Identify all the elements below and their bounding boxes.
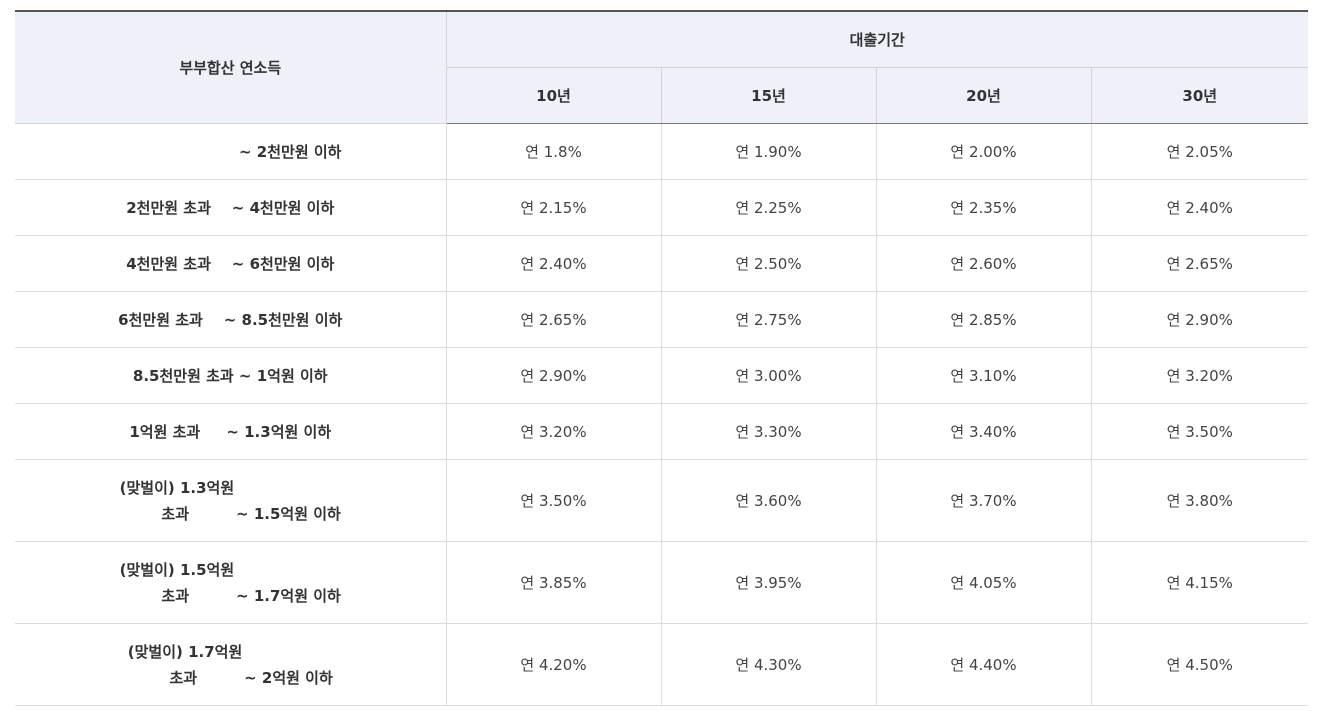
income-range-line: 초과 ~ 2억원 이하: [127, 668, 333, 687]
income-range-line: 초과 ~ 1.5억원 이하: [119, 504, 341, 523]
rate-cell: 연 2.75%: [660, 291, 877, 348]
rate-cell: 연 2.85%: [875, 291, 1092, 348]
table-row: (맞벌이) 1.7억원 초과 ~ 2억원 이하 연 4.20% 연 4.30% …: [15, 623, 1309, 706]
rate-cell: 연 4.50%: [1090, 623, 1309, 706]
income-range-cell: (맞벌이) 1.3억원 초과 ~ 1.5억원 이하: [15, 459, 447, 542]
loan-rate-table: 부부합산 연소득 대출기간 10년 15년 20년 30년 ~ 2천만원 이하 …: [15, 10, 1309, 706]
rate-cell: 연 2.40%: [1090, 179, 1309, 236]
rate-cell: 연 4.05%: [875, 541, 1092, 624]
table-row: (맞벌이) 1.3억원 초과 ~ 1.5억원 이하 연 3.50% 연 3.60…: [15, 459, 1309, 542]
rate-cell: 연 2.15%: [445, 179, 662, 236]
rate-cell: 연 4.30%: [660, 623, 877, 706]
rate-cell: 연 2.90%: [445, 347, 662, 404]
income-range-cell: 8.5천만원 초과 ~ 1억원 이하: [15, 347, 447, 404]
income-range-line: (맞벌이) 1.7억원: [127, 642, 243, 661]
table-row: 4천만원 초과 ~ 6천만원 이하 연 2.40% 연 2.50% 연 2.60…: [15, 235, 1309, 292]
income-range-text: ~ 2천만원 이하: [239, 143, 342, 161]
rate-cell: 연 1.8%: [445, 123, 662, 180]
income-range-text: (맞벌이) 1.7억원 초과 ~ 2억원 이하: [128, 639, 333, 691]
rate-cell: 연 3.30%: [660, 403, 877, 460]
income-range-line: 초과 ~ 1.7억원 이하: [119, 586, 341, 605]
table-row: (맞벌이) 1.5억원 초과 ~ 1.7억원 이하 연 3.85% 연 3.95…: [15, 541, 1309, 624]
rate-cell: 연 3.20%: [1090, 347, 1309, 404]
income-column-header: 부부합산 연소득: [15, 11, 447, 124]
income-range-line: (맞벌이) 1.3억원: [119, 478, 235, 497]
rate-cell: 연 3.00%: [660, 347, 877, 404]
rate-table-body: ~ 2천만원 이하 연 1.8% 연 1.90% 연 2.00% 연 2.05%…: [15, 123, 1309, 706]
income-range-cell: 6천만원 초과 ~ 8.5천만원 이하: [15, 291, 447, 348]
rate-cell: 연 4.40%: [875, 623, 1092, 706]
rate-cell: 연 4.15%: [1090, 541, 1309, 624]
rate-cell: 연 3.70%: [875, 459, 1092, 542]
rate-cell: 연 3.50%: [445, 459, 662, 542]
rate-cell: 연 2.00%: [875, 123, 1092, 180]
rate-cell: 연 3.40%: [875, 403, 1092, 460]
table-row: 2천만원 초과 ~ 4천만원 이하 연 2.15% 연 2.25% 연 2.35…: [15, 179, 1309, 236]
rate-cell: 연 2.65%: [445, 291, 662, 348]
table-row: ~ 2천만원 이하 연 1.8% 연 1.90% 연 2.00% 연 2.05%: [15, 123, 1309, 180]
income-range-cell: (맞벌이) 1.7억원 초과 ~ 2억원 이하: [15, 623, 447, 706]
period-header-20y: 20년: [875, 67, 1092, 124]
period-header-15y: 15년: [660, 67, 877, 124]
income-range-line: (맞벌이) 1.5억원: [119, 560, 235, 579]
rate-cell: 연 2.50%: [660, 235, 877, 292]
rate-cell: 연 2.60%: [875, 235, 1092, 292]
rate-table-container: 부부합산 연소득 대출기간 10년 15년 20년 30년 ~ 2천만원 이하 …: [15, 10, 1309, 706]
income-range-text: 2천만원 초과 ~ 4천만원 이하: [126, 199, 335, 217]
rate-cell: 연 3.95%: [660, 541, 877, 624]
income-range-text: 4천만원 초과 ~ 6천만원 이하: [126, 255, 335, 273]
rate-cell: 연 1.90%: [660, 123, 877, 180]
rate-cell: 연 4.20%: [445, 623, 662, 706]
rate-cell: 연 2.25%: [660, 179, 877, 236]
rate-cell: 연 3.60%: [660, 459, 877, 542]
table-row: 6천만원 초과 ~ 8.5천만원 이하 연 2.65% 연 2.75% 연 2.…: [15, 291, 1309, 348]
rate-cell: 연 3.10%: [875, 347, 1092, 404]
rate-cell: 연 2.40%: [445, 235, 662, 292]
income-range-text: 8.5천만원 초과 ~ 1억원 이하: [132, 367, 328, 385]
loan-period-header: 대출기간: [445, 11, 1309, 68]
income-range-text: (맞벌이) 1.3억원 초과 ~ 1.5억원 이하: [120, 475, 341, 527]
income-range-cell: ~ 2천만원 이하: [15, 123, 447, 180]
income-range-text: (맞벌이) 1.5억원 초과 ~ 1.7억원 이하: [120, 557, 341, 609]
rate-cell: 연 3.85%: [445, 541, 662, 624]
rate-cell: 연 2.90%: [1090, 291, 1309, 348]
rate-cell: 연 2.35%: [875, 179, 1092, 236]
rate-cell: 연 3.50%: [1090, 403, 1309, 460]
income-range-cell: (맞벌이) 1.5억원 초과 ~ 1.7억원 이하: [15, 541, 447, 624]
period-header-30y: 30년: [1090, 67, 1309, 124]
income-range-text: 6천만원 초과 ~ 8.5천만원 이하: [118, 311, 343, 329]
income-range-cell: 4천만원 초과 ~ 6천만원 이하: [15, 235, 447, 292]
rate-cell: 연 3.80%: [1090, 459, 1309, 542]
table-row: 8.5천만원 초과 ~ 1억원 이하 연 2.90% 연 3.00% 연 3.1…: [15, 347, 1309, 404]
income-range-cell: 1억원 초과 ~ 1.3억원 이하: [15, 403, 447, 460]
rate-cell: 연 3.20%: [445, 403, 662, 460]
rate-cell: 연 2.05%: [1090, 123, 1309, 180]
income-range-cell: 2천만원 초과 ~ 4천만원 이하: [15, 179, 447, 236]
rate-cell: 연 2.65%: [1090, 235, 1309, 292]
table-row: 1억원 초과 ~ 1.3억원 이하 연 3.20% 연 3.30% 연 3.40…: [15, 403, 1309, 460]
period-header-10y: 10년: [445, 67, 662, 124]
income-range-text: 1억원 초과 ~ 1.3억원 이하: [129, 423, 332, 441]
